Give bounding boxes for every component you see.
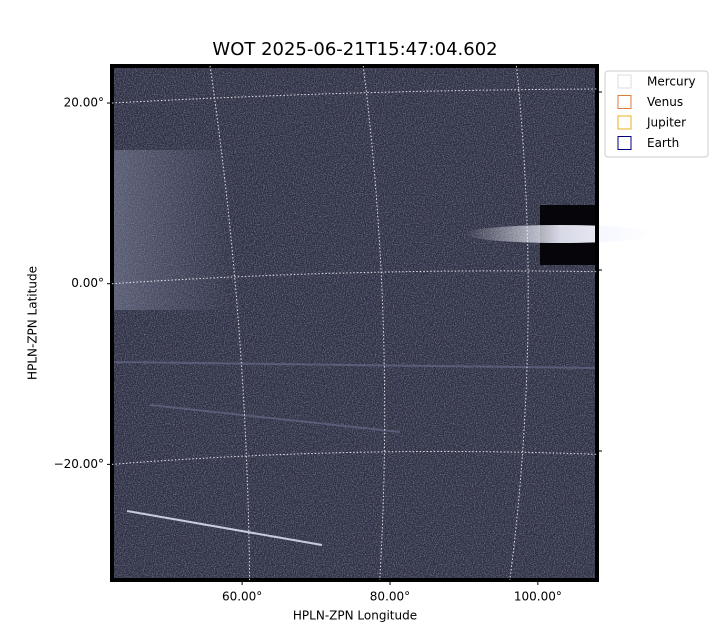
x-tick-label: 100.00° [514,590,562,604]
y-tick-label: 0.00° [71,276,104,290]
streak-line [126,510,323,546]
glow [112,150,232,310]
y-tick-label: 20.00° [64,96,104,110]
legend [604,70,709,158]
legend-label: Earth [647,136,679,150]
grid-line [111,88,598,104]
grid-line [209,65,251,581]
y-axis-label: HPLN-ZPN Latitude [26,266,40,380]
right-ticks [597,91,602,452]
streak-line [111,361,598,369]
grid-line [362,65,386,581]
comet-streak [465,225,655,243]
grid-line [509,65,529,581]
grid-line [111,450,598,465]
legend-label: Mercury [647,75,696,89]
image [110,64,655,582]
grid [111,65,598,581]
x-tick-label: 80.00° [370,590,410,604]
legend-label: Venus [647,95,683,109]
chart-title: WOT 2025-06-21T15:47:04.602 [212,39,497,60]
legend-marker [617,74,632,89]
legend-label: Jupiter [646,116,686,130]
image-border [110,64,599,582]
x-tick-label: 60.00° [222,590,262,604]
streak-line [149,404,401,433]
legend-marker [617,95,632,109]
y-tick-label: −20.00° [54,457,104,471]
image-noise [112,66,597,580]
legend-marker [617,115,632,130]
x-axis-label: HPLN-ZPN Longitude [293,609,417,623]
legend-marker [617,136,632,150]
grid-line [111,270,598,285]
